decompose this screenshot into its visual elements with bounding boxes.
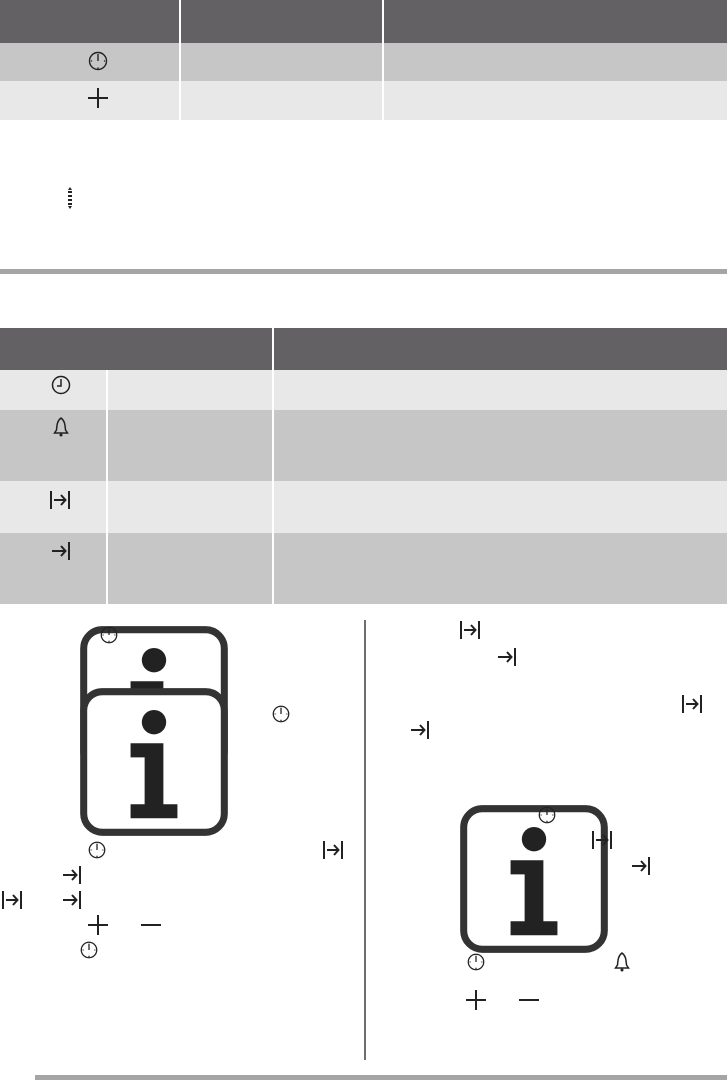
info-icon [4, 687, 36, 719]
table-cell [108, 410, 272, 481]
duration-icon [681, 693, 703, 715]
table-cell [181, 81, 382, 120]
table-cell [274, 370, 727, 410]
clock-icon [87, 840, 107, 860]
minus-icon [518, 989, 540, 1011]
end-icon [49, 540, 71, 562]
table-cell [181, 43, 382, 81]
scroll-indicator-icon [67, 187, 73, 209]
duration-icon [459, 619, 481, 641]
table-cell [108, 481, 272, 533]
clock-icon [537, 805, 557, 825]
table-header-cell [384, 0, 727, 43]
footer-rule [35, 1075, 727, 1080]
table-header-cell [0, 328, 272, 370]
table-cell [384, 81, 727, 120]
bell-icon [50, 416, 72, 438]
clock-icon [271, 704, 291, 724]
table-cell [384, 43, 727, 81]
table-row [0, 533, 106, 604]
duration-icon [322, 839, 344, 861]
clock-icon [79, 940, 99, 960]
section-rule [0, 269, 727, 274]
table-row [0, 370, 106, 410]
table-cell [274, 481, 727, 533]
column-divider [364, 620, 366, 1060]
table-cell [274, 533, 727, 604]
clock-icon [466, 952, 486, 972]
table-cell [108, 533, 272, 604]
end-icon [60, 864, 82, 886]
bell-icon [611, 951, 633, 973]
table-header-cell [181, 0, 382, 43]
table-row [0, 81, 179, 120]
clock-hands-icon [50, 374, 72, 396]
table-cell [108, 370, 272, 410]
table-header-cell [274, 328, 727, 370]
plus-icon [465, 989, 487, 1011]
end-icon [629, 855, 651, 877]
table-row [0, 410, 106, 481]
duration-icon [49, 489, 71, 511]
clock-icon [99, 625, 119, 645]
end-icon [408, 719, 430, 741]
end-icon [60, 889, 82, 911]
table-row [0, 481, 106, 533]
minus-icon [140, 914, 162, 936]
table-cell [274, 410, 727, 481]
end-icon [495, 646, 517, 668]
duration-icon [1, 889, 23, 911]
plus-icon [87, 914, 109, 936]
clock-icon [87, 50, 109, 72]
plus-icon [87, 87, 109, 109]
info-icon [384, 804, 416, 836]
table-header-cell [0, 0, 179, 43]
duration-icon [591, 829, 613, 851]
info-icon [4, 625, 36, 657]
